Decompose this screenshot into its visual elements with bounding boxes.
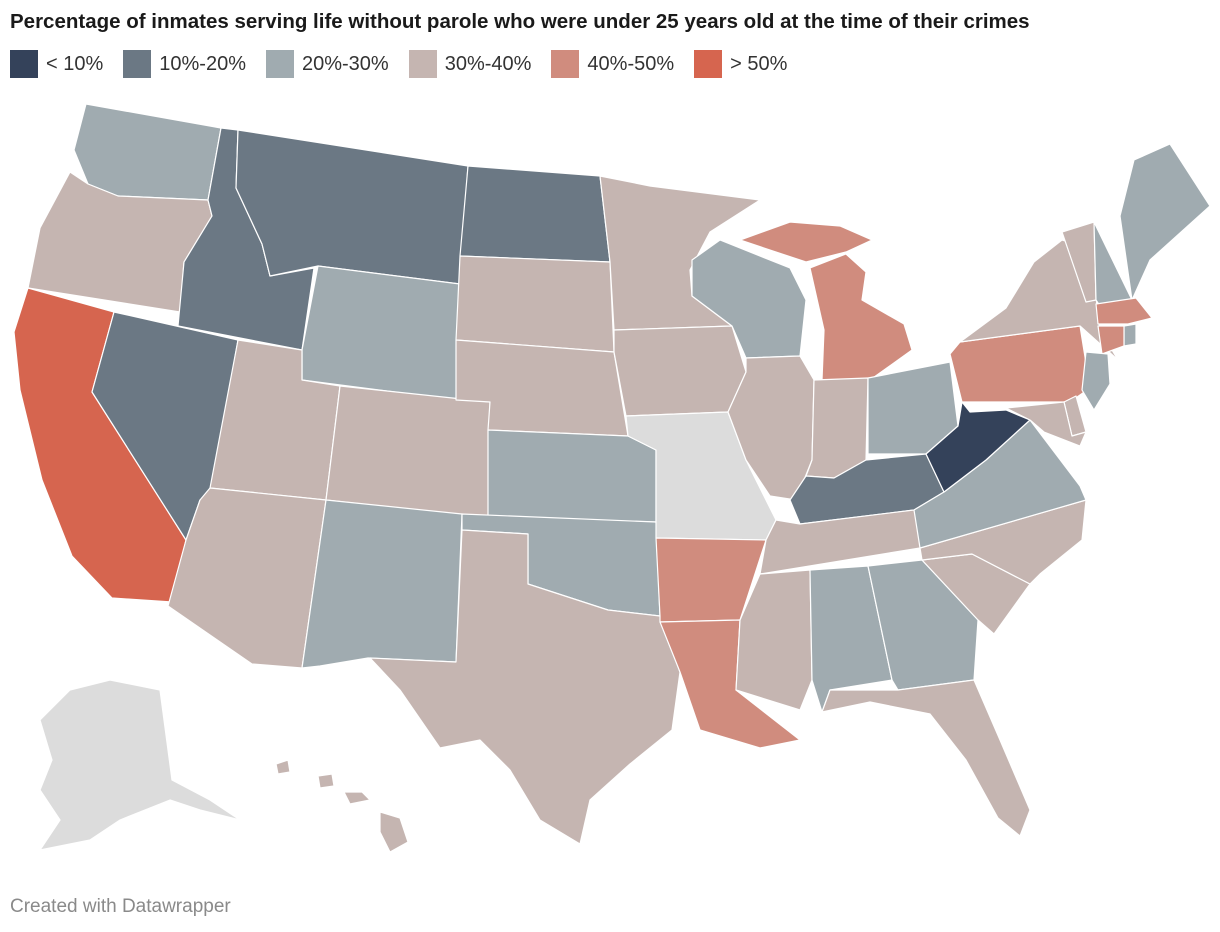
state-nm — [301, 499, 463, 669]
legend: < 10% 10%-20% 20%-30% 30%-40% 40%-50% > … — [10, 50, 807, 78]
state-ma — [1095, 297, 1153, 325]
state-mi-up — [739, 221, 873, 263]
legend-item: > 50% — [694, 50, 787, 78]
state-wy — [301, 265, 461, 401]
state-ia — [613, 325, 747, 417]
chart-title: Percentage of inmates serving life witho… — [10, 10, 1030, 33]
legend-label: 40%-50% — [587, 52, 675, 75]
state-nj — [1081, 351, 1111, 411]
state-mn — [599, 175, 761, 331]
state-ks — [487, 429, 657, 523]
state-nd — [459, 165, 611, 263]
state-il — [727, 355, 815, 501]
state-co — [325, 385, 491, 519]
legend-swatch — [123, 50, 152, 78]
legend-item: 40%-50% — [551, 50, 674, 78]
legend-label: 10%-20% — [159, 52, 246, 75]
legend-label: 20%-30% — [301, 52, 389, 75]
state-tx — [369, 529, 681, 845]
state-hi — [275, 759, 409, 853]
state-mt — [235, 129, 469, 285]
legend-item: 20%-30% — [265, 50, 389, 78]
legend-swatch — [265, 50, 294, 78]
state-md — [1005, 401, 1087, 447]
legend-item: 10%-20% — [123, 50, 246, 78]
legend-label: < 10% — [46, 52, 104, 75]
state-ri — [1123, 323, 1137, 347]
footer-credit: Created with Datawrapper — [10, 896, 231, 917]
state-sd — [455, 255, 615, 353]
legend-swatch — [551, 50, 580, 78]
state-ct — [1097, 325, 1125, 355]
legend-swatch — [694, 50, 723, 78]
state-ak — [39, 679, 241, 851]
legend-swatch — [10, 50, 38, 78]
legend-item: 30%-40% — [408, 50, 532, 78]
state-me — [1119, 143, 1211, 301]
state-wa — [73, 103, 222, 201]
legend-label: > 50% — [730, 52, 788, 75]
state-mi — [809, 253, 913, 381]
legend-label: 30%-40% — [444, 52, 532, 75]
state-in — [805, 377, 869, 479]
state-fl — [821, 679, 1031, 837]
state-nc — [919, 499, 1087, 585]
legend-item: < 10% — [10, 50, 103, 78]
legend-swatch — [408, 50, 437, 78]
